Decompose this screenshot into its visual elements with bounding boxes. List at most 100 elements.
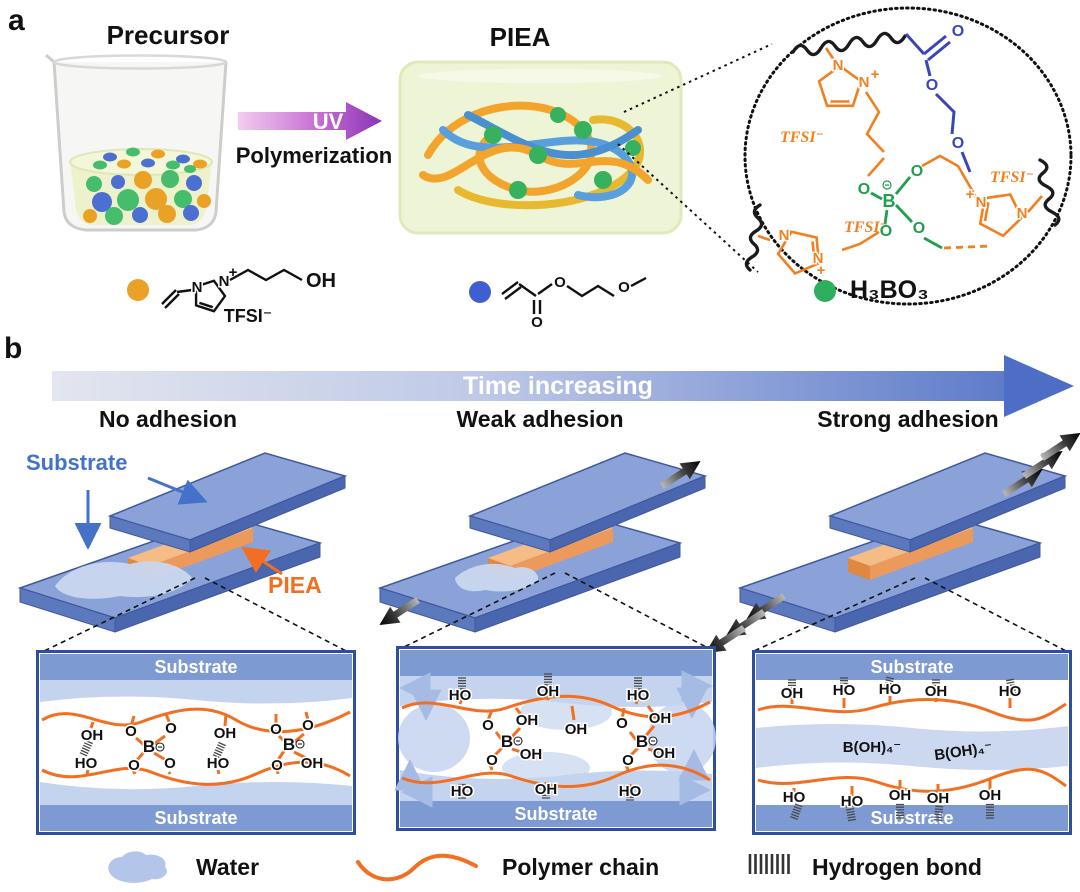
water-band-middle [756, 724, 1068, 770]
monomer-1-dot [127, 279, 149, 301]
monomer-legend-row: N N + OH TFSI⁻ O O O [0, 248, 1080, 333]
column-title-strong-adhesion: Strong adhesion [817, 406, 999, 432]
svg-text:OH: OH [306, 270, 336, 292]
column-title-no-adhesion: No adhesion [98, 406, 237, 432]
polymer-chains [401, 694, 711, 790]
svg-text:OH: OH [535, 781, 558, 798]
dashed-continuation [943, 244, 993, 250]
borate-center: O O B O O [841, 154, 993, 252]
svg-text:N: N [813, 250, 824, 267]
tfsi-label-2: TFSI⁻ [990, 169, 1034, 186]
substrate-bar-top [756, 654, 1068, 680]
svg-text:Substrate: Substrate [154, 657, 237, 677]
svg-text:+: + [817, 262, 826, 279]
svg-text:OH: OH [925, 683, 948, 700]
panel-b-label: b [4, 332, 23, 365]
substrate-bar-bottom [400, 801, 712, 827]
svg-text:HO: HO [449, 687, 472, 704]
svg-text:HO: HO [451, 783, 474, 800]
svg-text:B: B [883, 191, 896, 211]
bottom-legend: Water Polymer chain Hydrogen bond [0, 842, 1080, 892]
water-band-top [40, 680, 352, 704]
acrylate-structure: O O O [501, 273, 647, 333]
svg-text:HO: HO [783, 789, 806, 806]
monomer-3-dot [814, 280, 836, 302]
piea-gel [398, 60, 683, 235]
svg-text:N: N [192, 279, 203, 296]
svg-text:+: + [871, 66, 880, 83]
svg-text:O: O [952, 23, 964, 40]
svg-text:HO: HO [627, 687, 650, 704]
svg-text:O: O [952, 135, 964, 152]
chain-to-ring3 [841, 230, 880, 252]
svg-text:B: B [143, 737, 155, 756]
tfsi-label-3: TFSI⁻ [844, 219, 888, 236]
svg-text:O: O [913, 220, 925, 237]
svg-text:OH: OH [516, 712, 539, 729]
uv-arrow: UV [238, 102, 382, 140]
svg-text:B: B [501, 732, 513, 751]
svg-text:O: O [165, 720, 177, 737]
svg-text:OH: OH [81, 727, 104, 744]
polymer-chains [41, 707, 351, 786]
svg-text:OH: OH [520, 746, 543, 763]
uv-arrow-shape [238, 102, 382, 140]
tfsi-label-1: TFSI⁻ [780, 129, 824, 146]
substrate-bar-top [40, 654, 352, 680]
polymer-chains [757, 696, 1067, 796]
panel-a-label: a [8, 4, 25, 37]
time-label: Time increasing [463, 372, 653, 400]
time-arrow-body [52, 371, 1004, 401]
svg-text:HO: HO [619, 783, 642, 800]
polymer-chain-icon [356, 853, 478, 882]
svg-text:O: O [926, 77, 938, 94]
svg-text:Substrate: Substrate [870, 808, 953, 828]
svg-text:HO: HO [879, 681, 902, 698]
svg-text:N: N [779, 227, 790, 244]
chemistry-labels: HO OH HO O OH B O OH OH O OH B O OH HO O… [447, 682, 677, 802]
svg-text:HO: HO [207, 755, 230, 772]
svg-text:O: O [270, 721, 282, 738]
svg-text:O: O [531, 314, 543, 331]
svg-text:OH: OH [301, 755, 324, 772]
svg-text:OH: OH [565, 721, 588, 738]
svg-text:O: O [554, 274, 566, 291]
svg-text:O: O [858, 181, 870, 198]
beaker-spout [45, 53, 55, 64]
substrate-callout: Substrate [26, 450, 128, 475]
monomer-3-dot-wrap [814, 280, 836, 302]
svg-text:O: O [482, 717, 494, 734]
substrate-slabs [379, 452, 706, 633]
beaker-rim [52, 54, 228, 70]
chain-to-ring2 [921, 154, 978, 198]
svg-text:OH: OH [214, 725, 237, 742]
svg-text:HO: HO [75, 755, 98, 772]
time-arrow: Time increasing [52, 355, 1074, 417]
svg-text:OH: OH [537, 683, 560, 700]
molecular-inset-weak-adhesion: Substrate [394, 646, 716, 831]
svg-text:O: O [164, 755, 176, 772]
water-band-bottom [40, 782, 352, 805]
hydrogen-bond-legend-label: Hydrogen bond [812, 854, 982, 880]
slab-scene-strong-adhesion [700, 424, 1080, 662]
imidazolium-ring-1: N N + [817, 47, 885, 153]
chemistry-labels: OH HO O O B O O OH HO O O B O OH [73, 716, 325, 776]
svg-text:O: O [302, 717, 314, 734]
borate-bonds [870, 176, 914, 225]
svg-text:O: O [880, 223, 892, 240]
svg-text:Substrate: Substrate [154, 808, 237, 828]
imidazolium-structure: N N + OH TFSI⁻ [161, 263, 336, 326]
svg-text:B: B [283, 735, 295, 754]
svg-text:OH: OH [653, 745, 676, 762]
uv-label: UV [313, 109, 344, 134]
svg-text:HO: HO [999, 683, 1022, 700]
water-icon [108, 851, 167, 883]
substrate-bar-bottom [756, 805, 1068, 831]
imidazolium-ring-2: N + N [964, 185, 1043, 240]
svg-text:OH: OH [781, 685, 804, 702]
svg-text:N: N [1017, 205, 1028, 222]
svg-text:O: O [486, 752, 498, 769]
monomer-2-dot [469, 281, 491, 303]
svg-text:OH: OH [927, 790, 950, 807]
